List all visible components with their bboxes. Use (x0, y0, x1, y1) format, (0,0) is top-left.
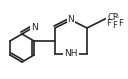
Text: F: F (112, 21, 117, 30)
Text: F: F (106, 18, 111, 27)
Text: 3: 3 (115, 14, 119, 19)
Text: F: F (118, 18, 123, 27)
Text: CF: CF (107, 14, 118, 23)
Text: NH: NH (64, 50, 78, 59)
Text: N: N (31, 23, 37, 32)
Text: N: N (68, 15, 74, 24)
